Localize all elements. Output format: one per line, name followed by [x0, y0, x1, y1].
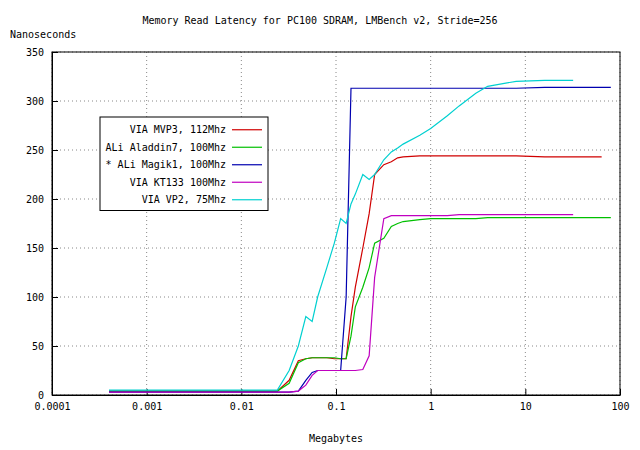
tick-label: 100 [26, 292, 44, 303]
tick-label: 100 [611, 401, 629, 412]
tick-mark [52, 101, 58, 102]
tick-label: 200 [26, 194, 44, 205]
legend-swatch [232, 182, 262, 183]
legend: VIA MVP3, 112Mhz ALi Aladdin7, 100Mhz * AL… [100, 117, 268, 211]
grid [52, 52, 620, 395]
tick-label: 300 [26, 96, 44, 107]
legend-box [100, 117, 268, 211]
tick-mark [431, 389, 432, 395]
frame [52, 52, 620, 395]
tick-mark [336, 389, 337, 395]
tick-label: 250 [26, 145, 44, 156]
tick: 100 [26, 292, 58, 303]
series-line [109, 218, 611, 391]
y-axis: 0 50 100 150 200 250 300 350 [26, 47, 58, 401]
plot: 0.0001 0.001 0.01 0.1 1 10 100 0 50 100 150 200 250 3… [26, 47, 630, 412]
tick: 10 [520, 389, 532, 412]
series-line [109, 87, 611, 392]
series-lines [109, 80, 611, 392]
tick-label: 0.0001 [34, 401, 70, 412]
grid-line [430, 52, 431, 395]
tick: 300 [26, 96, 58, 107]
grid-line [52, 248, 620, 249]
tick-label: 0.1 [327, 401, 345, 412]
grid-line [241, 52, 242, 395]
series-line [109, 215, 573, 392]
tick: 1 [428, 389, 434, 412]
tick-label: 1 [428, 401, 434, 412]
tick-label: 10 [520, 401, 532, 412]
grid-line [336, 52, 337, 395]
tick-label: 50 [32, 341, 44, 352]
grid-line [525, 52, 526, 395]
tick: 150 [26, 243, 58, 254]
tick-label: 350 [26, 47, 44, 58]
legend-swatch [232, 164, 262, 165]
grid-line [52, 346, 620, 347]
tick-label: 0 [38, 390, 44, 401]
legend-swatch [232, 147, 262, 148]
tick-label: 0.001 [132, 401, 162, 412]
x-axis-title: Megabytes [309, 433, 363, 444]
tick: 200 [26, 194, 58, 205]
tick-mark [52, 150, 58, 151]
tick-mark [525, 389, 526, 395]
tick: 50 [32, 341, 58, 352]
y-axis-title: Nanoseconds [10, 29, 76, 40]
legend-label: VIA VP2, 75Mhz [142, 194, 226, 205]
legend-label: ALi Aladdin7, 100Mhz [106, 142, 226, 153]
legend-swatch [232, 199, 262, 200]
tick-label: 150 [26, 243, 44, 254]
tick-label: 0.01 [230, 401, 254, 412]
tick-mark [52, 199, 58, 200]
grid-line [52, 297, 620, 298]
title: Memory Read Latency for PC100 SDRAM, LMB… [142, 15, 497, 26]
tick-mark [52, 346, 58, 347]
tick-mark [52, 248, 58, 249]
legend-label: * ALi Magik1, 100Mhz [106, 159, 226, 170]
legend-label: VIA MVP3, 112Mhz [130, 124, 226, 135]
tick: 250 [26, 145, 58, 156]
grid-line [52, 101, 620, 102]
legend-label: VIA KT133 100Mhz [130, 177, 226, 188]
chart: Memory Read Latency for PC100 SDRAM, LMB… [0, 0, 640, 450]
tick-mark [52, 297, 58, 298]
tick: 0.1 [327, 389, 345, 412]
grid-line [146, 52, 147, 395]
legend-swatch [232, 129, 262, 130]
series-line [109, 80, 573, 390]
